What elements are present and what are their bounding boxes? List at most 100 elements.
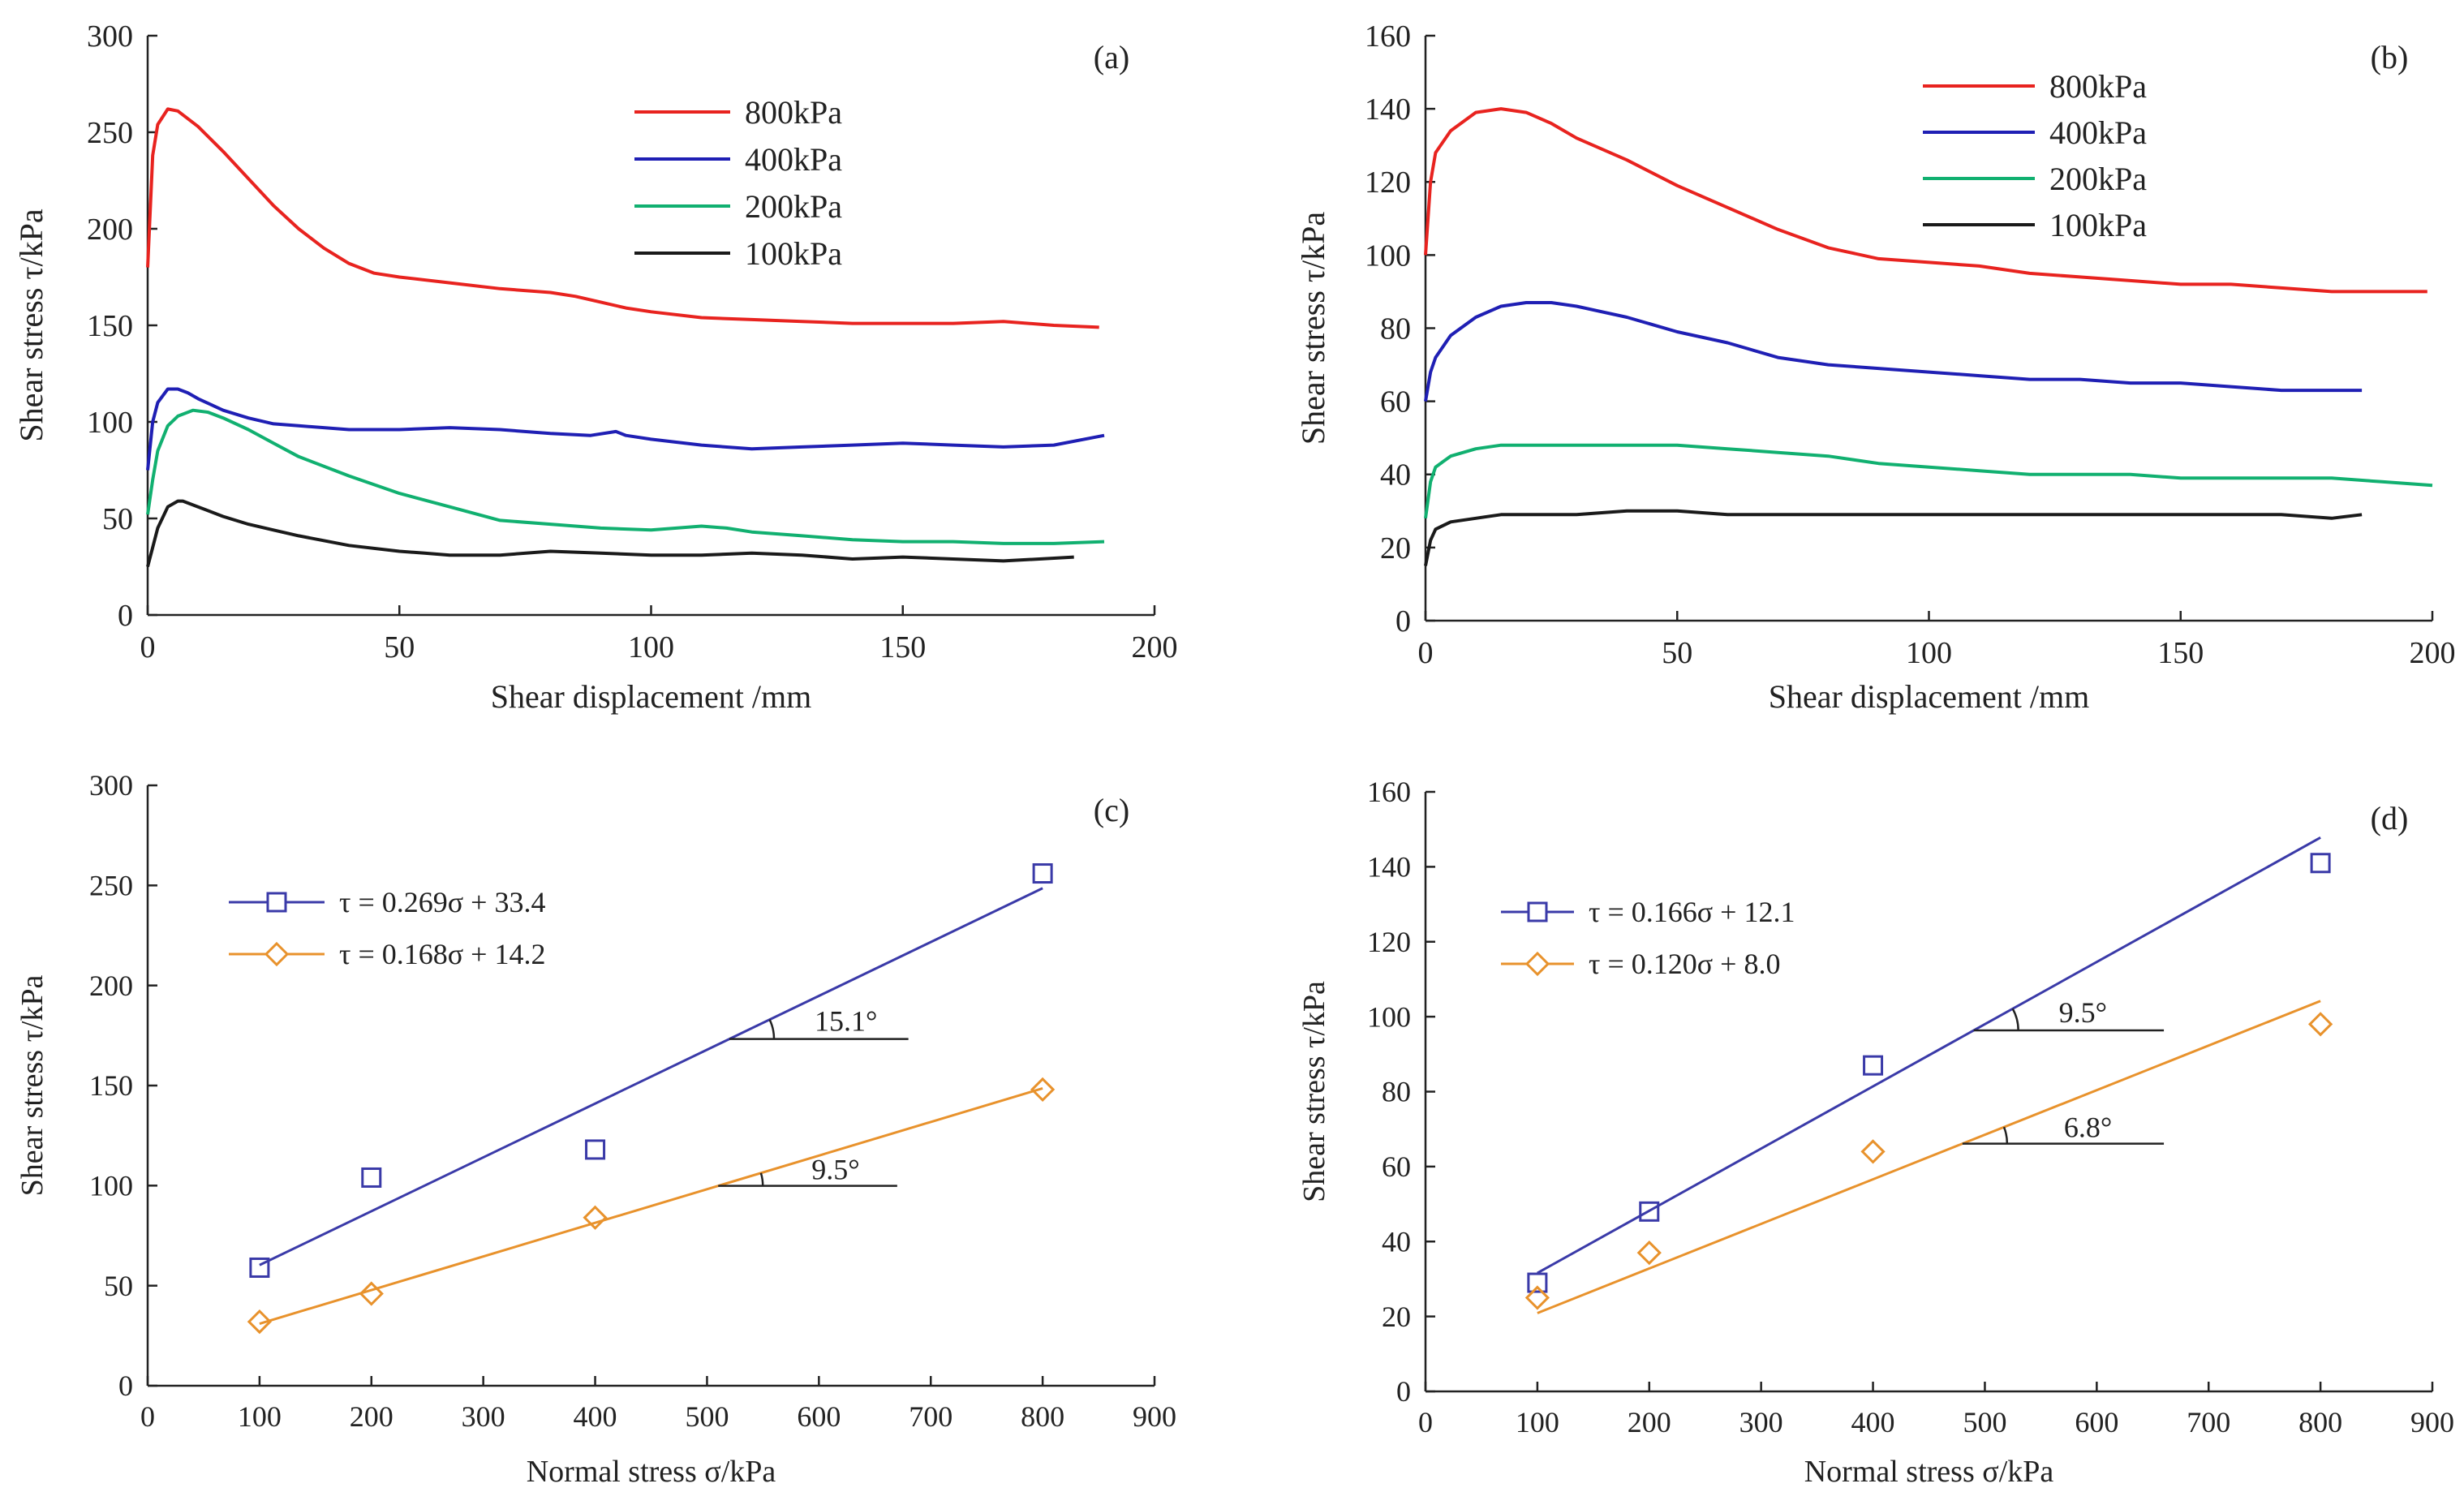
x-tick-label: 300 (462, 1400, 505, 1433)
data-point-diamond (1030, 1077, 1056, 1103)
x-tick-label: 300 (1739, 1406, 1783, 1438)
x-tick-label: 200 (1132, 630, 1178, 664)
series-line-800kPa (146, 107, 1099, 329)
y-axis-title: Shear stress τ/kPa (1297, 981, 1331, 1202)
legend-label: τ = 0.168σ + 14.2 (339, 938, 545, 970)
y-tick-label: 80 (1382, 1076, 1411, 1108)
data-point-diamond (247, 1309, 273, 1335)
y-tick-label: 160 (1367, 776, 1411, 808)
y-tick-label: 160 (1365, 19, 1411, 54)
data-point-square (1527, 1272, 1548, 1293)
angle-arc (759, 1172, 764, 1186)
x-tick-label: 600 (2075, 1406, 2118, 1438)
fit-line (259, 887, 1043, 1266)
y-tick-label: 100 (1367, 1000, 1411, 1033)
x-tick-label: 500 (685, 1400, 729, 1433)
legend-label: 800kPa (745, 94, 842, 131)
y-tick-label: 150 (87, 309, 133, 343)
y-axis-title: Shear stress τ/kPa (13, 209, 49, 441)
y-tick-label: 0 (118, 599, 133, 633)
x-tick-label: 100 (1516, 1406, 1559, 1438)
x-tick-label: 0 (1418, 1406, 1433, 1438)
y-tick-label: 20 (1380, 531, 1411, 565)
panel-c: 0 50 100 150 200 250 300 0 100 200 300 400 500 600 700… (15, 769, 1176, 1489)
x-tick-label: 0 (1418, 636, 1434, 670)
x-tick-label: 100 (1906, 636, 1952, 670)
panel-letter: (d) (2371, 800, 2409, 836)
y-tick-label: 100 (87, 406, 133, 440)
y-tick-label: 100 (89, 1170, 133, 1202)
y-tick-label: 50 (102, 502, 133, 536)
x-tick-label: 700 (909, 1400, 952, 1433)
y-tick-label: 300 (87, 19, 133, 54)
y-tick-label: 20 (1382, 1301, 1411, 1333)
legend-label: τ = 0.120σ + 8.0 (1589, 948, 1780, 980)
panel-letter: (a) (1094, 39, 1129, 75)
x-axis-title: Normal stress σ/kPa (527, 1455, 776, 1489)
angle-arc (768, 1019, 776, 1039)
y-tick-label: 50 (104, 1270, 133, 1302)
x-tick-label: 50 (1662, 636, 1692, 670)
y-tick-label: 40 (1382, 1225, 1411, 1258)
x-tick-label: 900 (1133, 1400, 1176, 1433)
data-point-diamond (583, 1205, 608, 1230)
y-tick-label: 200 (87, 213, 133, 247)
y-tick-label: 0 (1396, 1375, 1411, 1408)
y-tick-label: 60 (1380, 385, 1411, 419)
data-point-square (1032, 863, 1053, 884)
x-tick-label: 200 (2410, 636, 2456, 670)
panel-d: 0 20 40 60 80 100 120 140 160 0 100 200 300 400 500 600… (1297, 776, 2454, 1489)
y-tick-label: 140 (1367, 851, 1411, 884)
fit-line (259, 1087, 1043, 1325)
data-point-diamond (1860, 1139, 1886, 1164)
angle-arc (2011, 1008, 2019, 1031)
legend-marker-square (266, 892, 287, 913)
legend-label: 100kPa (745, 235, 842, 272)
data-point-square (1639, 1201, 1660, 1222)
data-point-square (2310, 853, 2331, 874)
legend-label: 800kPa (2049, 68, 2147, 105)
y-tick-label: 40 (1380, 458, 1411, 492)
data-point-square (585, 1139, 606, 1160)
series-line-100kPa (146, 499, 1074, 568)
series-line-100kPa (1424, 509, 2363, 566)
y-tick-label: 140 (1365, 92, 1411, 127)
legend-label: 400kPa (745, 141, 842, 178)
x-tick-label: 0 (140, 630, 156, 664)
series-line-400kPa (1424, 301, 2363, 402)
angle-arc (2002, 1126, 2009, 1144)
angle-label: 6.8° (2064, 1112, 2112, 1144)
y-tick-label: 120 (1367, 926, 1411, 958)
angle-label: 15.1° (815, 1005, 877, 1038)
legend-label: 100kPa (2049, 207, 2147, 243)
data-point-diamond (1636, 1240, 1662, 1266)
legend-label: τ = 0.166σ + 12.1 (1589, 896, 1795, 928)
angle-label: 9.5° (2059, 996, 2107, 1029)
data-point-diamond (2307, 1012, 2333, 1037)
data-point-square (249, 1257, 270, 1278)
x-tick-label: 50 (384, 630, 415, 664)
y-axis-title: Shear stress τ/kPa (15, 974, 49, 1196)
data-point-square (361, 1167, 382, 1188)
x-tick-label: 800 (2298, 1406, 2342, 1438)
legend-label: τ = 0.269σ + 33.4 (339, 886, 545, 918)
fit-line (1537, 1000, 2321, 1314)
y-tick-label: 60 (1382, 1150, 1411, 1183)
y-tick-label: 250 (87, 116, 133, 150)
x-tick-label: 150 (2157, 636, 2204, 670)
x-tick-label: 200 (1628, 1406, 1671, 1438)
x-axis-title: Shear displacement /mm (1769, 678, 2089, 715)
series-line-800kPa (1424, 107, 2427, 294)
angle-label: 9.5° (811, 1154, 859, 1186)
x-tick-label: 150 (879, 630, 926, 664)
x-tick-label: 100 (238, 1400, 282, 1433)
series-line-200kPa (146, 408, 1105, 545)
data-point-diamond (359, 1281, 384, 1306)
x-tick-label: 700 (2187, 1406, 2230, 1438)
x-tick-label: 500 (1963, 1406, 2006, 1438)
y-tick-label: 120 (1365, 166, 1411, 200)
fit-line (1537, 836, 2321, 1275)
x-tick-label: 400 (1851, 1406, 1895, 1438)
y-axis-title: Shear stress τ/kPa (1295, 212, 1331, 445)
